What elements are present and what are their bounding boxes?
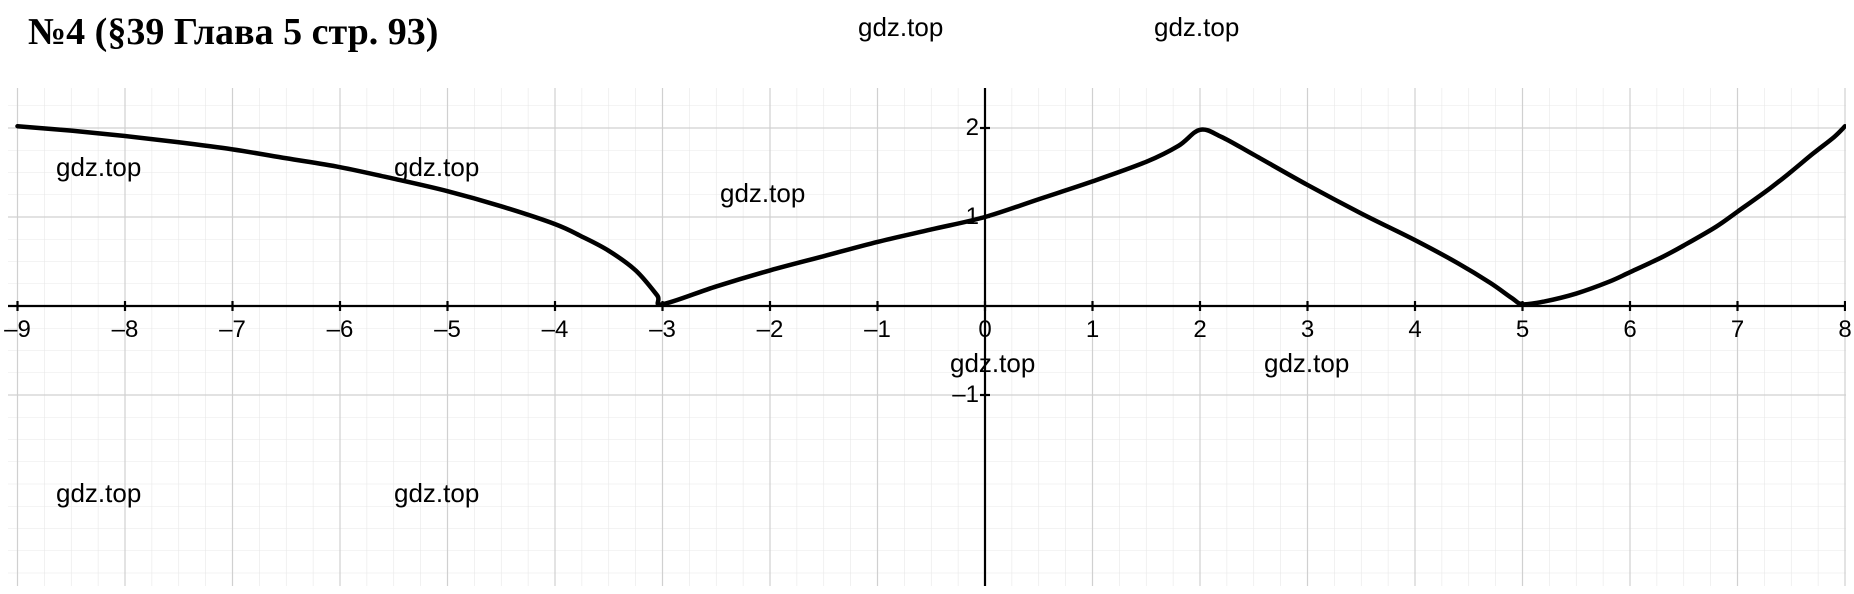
- watermark-text: gdz.top: [394, 478, 479, 509]
- x-tick-label: –3: [638, 316, 688, 344]
- watermark-text: gdz.top: [394, 152, 479, 183]
- watermark-text: gdz.top: [56, 152, 141, 183]
- y-tick-label: 1: [945, 203, 979, 231]
- watermark-text: gdz.top: [858, 12, 943, 43]
- x-tick-label: 2: [1175, 316, 1225, 344]
- x-tick-label: –9: [0, 316, 43, 344]
- x-tick-label: 0: [960, 316, 1010, 344]
- x-tick-label: 5: [1498, 316, 1548, 344]
- x-tick-label: 1: [1068, 316, 1118, 344]
- x-tick-label: –7: [208, 316, 258, 344]
- y-tick-label: 2: [945, 114, 979, 142]
- x-tick-label: –2: [745, 316, 795, 344]
- x-tick-label: –5: [423, 316, 473, 344]
- watermark-text: gdz.top: [950, 348, 1035, 379]
- watermark-text: gdz.top: [1154, 12, 1239, 43]
- x-tick-label: 3: [1283, 316, 1333, 344]
- watermark-text: gdz.top: [720, 178, 805, 209]
- x-tick-label: 7: [1713, 316, 1763, 344]
- function-graph: [0, 0, 1854, 594]
- x-tick-label: 6: [1605, 316, 1655, 344]
- x-tick-label: –6: [315, 316, 365, 344]
- watermark-text: gdz.top: [1264, 348, 1349, 379]
- x-tick-label: –4: [530, 316, 580, 344]
- x-tick-label: 8: [1820, 316, 1854, 344]
- watermark-text: gdz.top: [56, 478, 141, 509]
- x-tick-label: –8: [100, 316, 150, 344]
- x-tick-label: –1: [853, 316, 903, 344]
- x-tick-label: 4: [1390, 316, 1440, 344]
- y-tick-label: –1: [945, 381, 979, 409]
